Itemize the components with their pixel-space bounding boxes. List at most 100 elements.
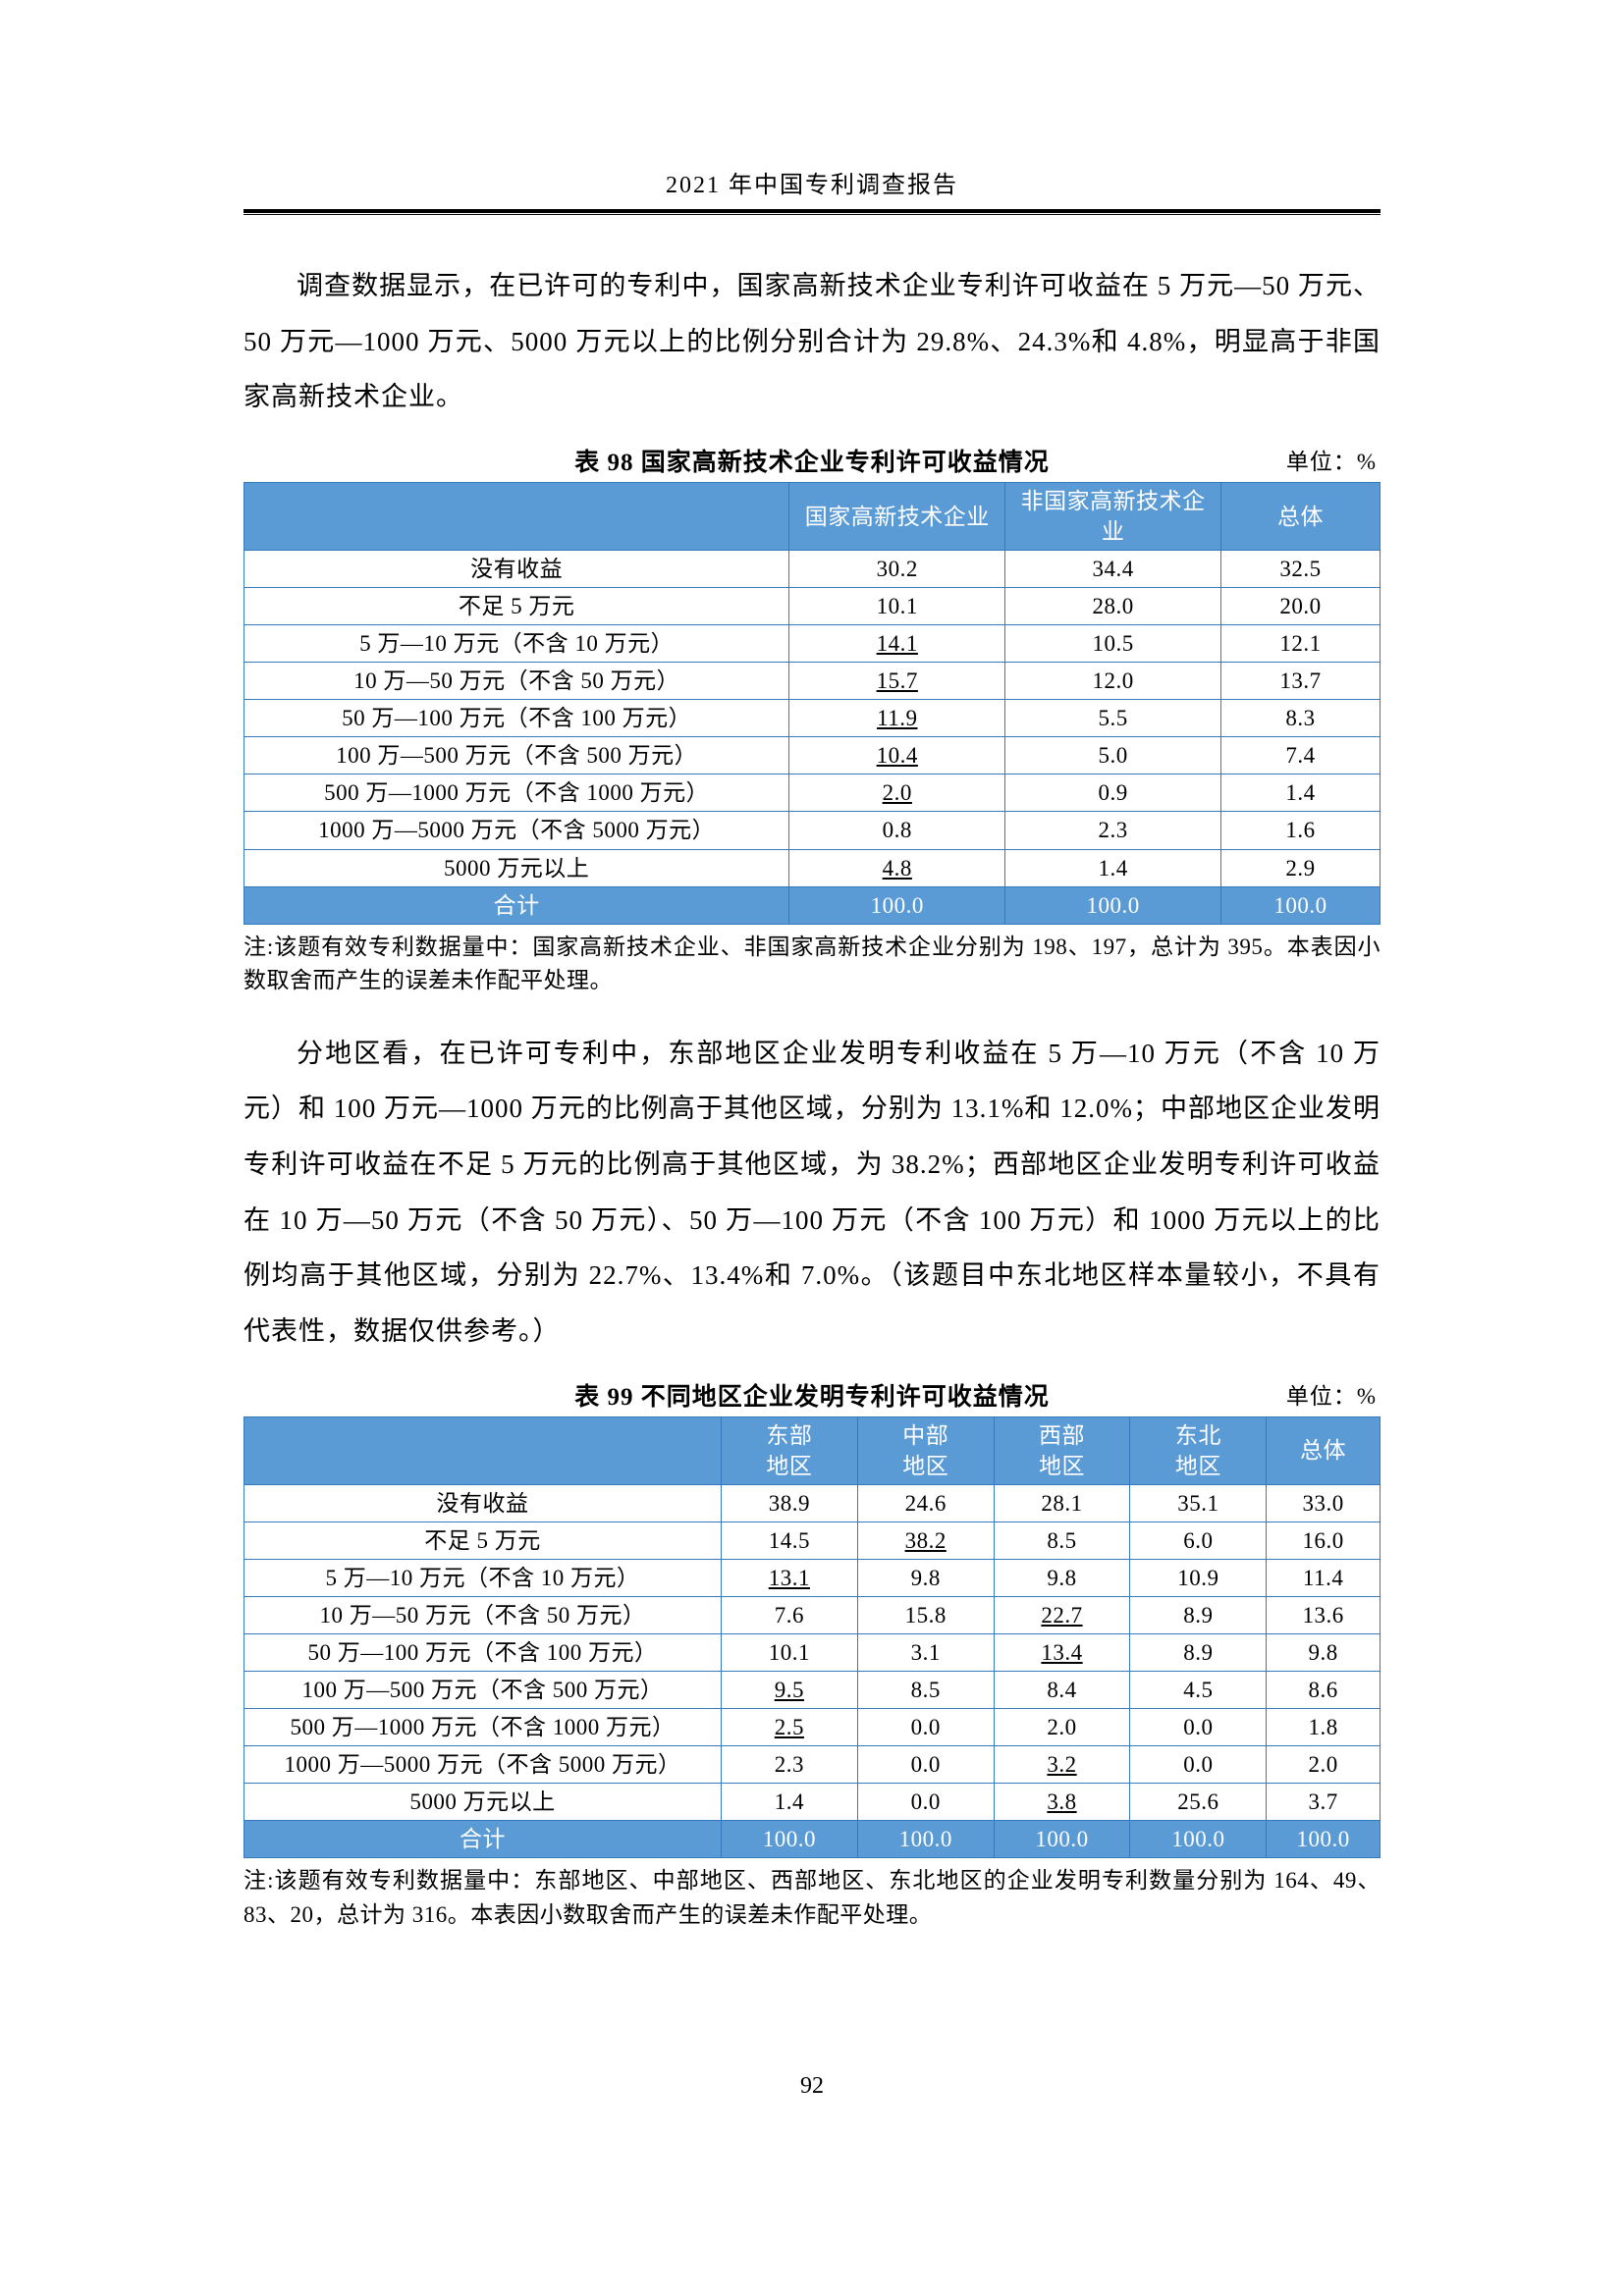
row-label-cell: 没有收益 bbox=[244, 551, 789, 588]
data-cell: 1.8 bbox=[1267, 1709, 1380, 1746]
table-98-caption-row: 表 98 国家高新技术企业专利许可收益情况 单位：% bbox=[244, 443, 1380, 478]
table-header-cell: 国家高新技术企业 bbox=[789, 483, 1005, 551]
header-rule-thin bbox=[244, 214, 1380, 215]
data-cell: 35.1 bbox=[1130, 1484, 1267, 1522]
table-row: 10 万—50 万元（不含 50 万元）7.615.822.78.913.6 bbox=[244, 1596, 1380, 1633]
table-row: 合计100.0100.0100.0100.0100.0 bbox=[244, 1821, 1380, 1858]
data-cell: 100.0 bbox=[789, 886, 1005, 924]
page-number: 92 bbox=[0, 2073, 1624, 2100]
data-cell: 9.5 bbox=[721, 1672, 857, 1709]
row-label-cell: 500 万—1000 万元（不含 1000 万元） bbox=[244, 774, 789, 812]
row-label-cell: 10 万—50 万元（不含 50 万元） bbox=[244, 663, 789, 700]
data-cell: 2.0 bbox=[789, 774, 1005, 812]
row-label-cell: 50 万—100 万元（不含 100 万元） bbox=[244, 1634, 722, 1672]
table-99-caption: 表 99 不同地区企业发明专利许可收益情况 bbox=[574, 1377, 1050, 1413]
data-cell: 0.0 bbox=[857, 1784, 994, 1821]
data-cell: 0.0 bbox=[857, 1746, 994, 1784]
data-cell: 25.6 bbox=[1130, 1784, 1267, 1821]
data-cell: 100.0 bbox=[994, 1821, 1130, 1858]
table-98-caption: 表 98 国家高新技术企业专利许可收益情况 bbox=[574, 443, 1050, 478]
data-cell: 7.6 bbox=[721, 1596, 857, 1633]
data-cell: 10.1 bbox=[789, 588, 1005, 625]
data-cell: 12.0 bbox=[1005, 663, 1221, 700]
data-cell: 100.0 bbox=[1267, 1821, 1380, 1858]
data-cell: 7.4 bbox=[1221, 737, 1380, 774]
data-cell: 22.7 bbox=[994, 1596, 1130, 1633]
data-cell: 4.8 bbox=[789, 849, 1005, 886]
data-cell: 0.8 bbox=[789, 812, 1005, 849]
header-rule-thick bbox=[244, 209, 1380, 213]
table-row: 5000 万元以上1.40.03.825.63.7 bbox=[244, 1784, 1380, 1821]
data-cell: 10.9 bbox=[1130, 1559, 1267, 1596]
row-label-cell: 不足 5 万元 bbox=[244, 588, 789, 625]
data-cell: 28.1 bbox=[994, 1484, 1130, 1522]
data-cell: 5.5 bbox=[1005, 700, 1221, 737]
data-cell: 9.8 bbox=[994, 1559, 1130, 1596]
data-cell: 15.8 bbox=[857, 1596, 994, 1633]
data-cell: 2.0 bbox=[994, 1709, 1130, 1746]
row-label-cell: 不足 5 万元 bbox=[244, 1522, 722, 1559]
data-cell: 8.5 bbox=[857, 1672, 994, 1709]
table-row: 10 万—50 万元（不含 50 万元）15.712.013.7 bbox=[244, 663, 1380, 700]
table-header-cell: 总体 bbox=[1267, 1416, 1380, 1484]
table-header-cell bbox=[244, 483, 789, 551]
data-cell: 12.1 bbox=[1221, 625, 1380, 663]
data-cell: 2.9 bbox=[1221, 849, 1380, 886]
data-cell: 3.8 bbox=[994, 1784, 1130, 1821]
data-cell: 8.6 bbox=[1267, 1672, 1380, 1709]
table-row: 合计100.0100.0100.0 bbox=[244, 886, 1380, 924]
data-cell: 2.0 bbox=[1267, 1746, 1380, 1784]
row-label-cell: 50 万—100 万元（不含 100 万元） bbox=[244, 700, 789, 737]
row-label-cell: 100 万—500 万元（不含 500 万元） bbox=[244, 1672, 722, 1709]
data-cell: 100.0 bbox=[857, 1821, 994, 1858]
table-row: 5 万—10 万元（不含 10 万元）14.110.512.1 bbox=[244, 625, 1380, 663]
table-99-unit: 单位：% bbox=[1286, 1377, 1377, 1411]
data-cell: 100.0 bbox=[1130, 1821, 1267, 1858]
table-98-unit: 单位：% bbox=[1286, 443, 1377, 476]
data-cell: 10.4 bbox=[789, 737, 1005, 774]
table-row: 500 万—1000 万元（不含 1000 万元）2.50.02.00.01.8 bbox=[244, 1709, 1380, 1746]
row-label-cell: 100 万—500 万元（不含 500 万元） bbox=[244, 737, 789, 774]
data-cell: 10.1 bbox=[721, 1634, 857, 1672]
table-row: 1000 万—5000 万元（不含 5000 万元）0.82.31.6 bbox=[244, 812, 1380, 849]
row-label-cell: 10 万—50 万元（不含 50 万元） bbox=[244, 1596, 722, 1633]
data-cell: 2.3 bbox=[1005, 812, 1221, 849]
table-header-cell: 东部地区 bbox=[721, 1416, 857, 1484]
table-row: 没有收益38.924.628.135.133.0 bbox=[244, 1484, 1380, 1522]
table-99: 东部地区中部地区西部地区东北地区总体没有收益38.924.628.135.133… bbox=[244, 1416, 1380, 1859]
data-cell: 16.0 bbox=[1267, 1522, 1380, 1559]
data-cell: 13.4 bbox=[994, 1634, 1130, 1672]
data-cell: 1.4 bbox=[1221, 774, 1380, 812]
table-98: 国家高新技术企业非国家高新技术企业总体没有收益30.234.432.5不足 5 … bbox=[244, 482, 1380, 925]
table-row: 不足 5 万元10.128.020.0 bbox=[244, 588, 1380, 625]
row-label-cell: 5000 万元以上 bbox=[244, 1784, 722, 1821]
paragraph-1: 调查数据显示，在已许可的专利中，国家高新技术企业专利许可收益在 5 万元—50 … bbox=[244, 258, 1380, 425]
data-cell: 34.4 bbox=[1005, 551, 1221, 588]
data-cell: 2.3 bbox=[721, 1746, 857, 1784]
data-cell: 0.9 bbox=[1005, 774, 1221, 812]
data-cell: 14.1 bbox=[789, 625, 1005, 663]
data-cell: 14.5 bbox=[721, 1522, 857, 1559]
data-cell: 100.0 bbox=[1221, 886, 1380, 924]
row-label-cell: 1000 万—5000 万元（不含 5000 万元） bbox=[244, 812, 789, 849]
data-cell: 100.0 bbox=[721, 1821, 857, 1858]
data-cell: 1.4 bbox=[721, 1784, 857, 1821]
table-row: 1000 万—5000 万元（不含 5000 万元）2.30.03.20.02.… bbox=[244, 1746, 1380, 1784]
table-row: 没有收益30.234.432.5 bbox=[244, 551, 1380, 588]
row-label-cell: 5 万—10 万元（不含 10 万元） bbox=[244, 625, 789, 663]
table-row: 5 万—10 万元（不含 10 万元）13.19.89.810.911.4 bbox=[244, 1559, 1380, 1596]
data-cell: 1.4 bbox=[1005, 849, 1221, 886]
data-cell: 4.5 bbox=[1130, 1672, 1267, 1709]
table-header-cell: 东北地区 bbox=[1130, 1416, 1267, 1484]
page-header-title: 2021 年中国专利调查报告 bbox=[244, 165, 1380, 209]
data-cell: 33.0 bbox=[1267, 1484, 1380, 1522]
table-header-cell: 总体 bbox=[1221, 483, 1380, 551]
data-cell: 0.0 bbox=[1130, 1746, 1267, 1784]
data-cell: 8.3 bbox=[1221, 700, 1380, 737]
row-label-cell: 1000 万—5000 万元（不含 5000 万元） bbox=[244, 1746, 722, 1784]
data-cell: 1.6 bbox=[1221, 812, 1380, 849]
data-cell: 100.0 bbox=[1005, 886, 1221, 924]
table-row: 50 万—100 万元（不含 100 万元）11.95.58.3 bbox=[244, 700, 1380, 737]
paragraph-2: 分地区看，在已许可专利中，东部地区企业发明专利收益在 5 万—10 万元（不含 … bbox=[244, 1026, 1380, 1360]
data-cell: 20.0 bbox=[1221, 588, 1380, 625]
